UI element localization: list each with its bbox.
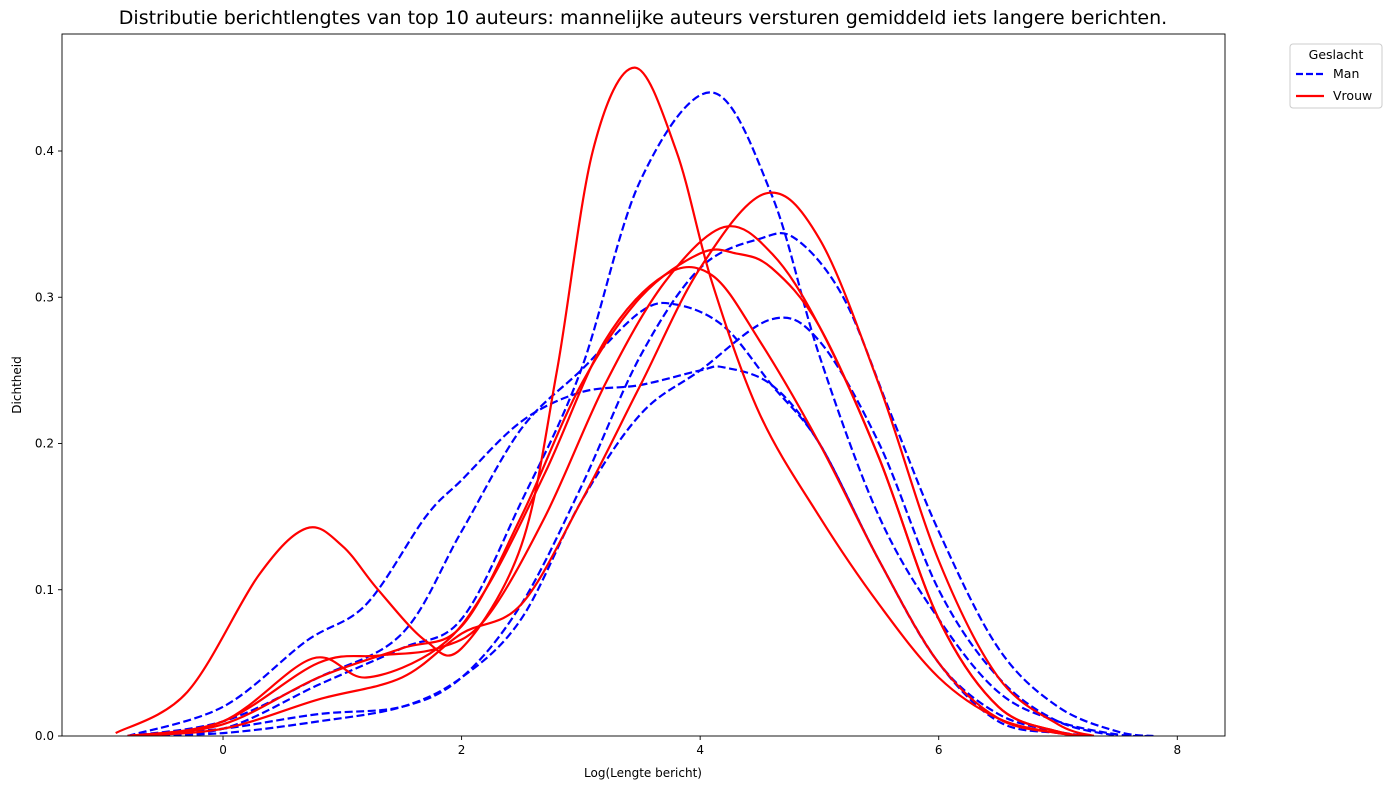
x-tick-label: 0 — [219, 743, 227, 757]
x-tick-label: 2 — [458, 743, 466, 757]
series-line-vrouw-6 — [115, 66, 1094, 736]
axes: 0 2 4 6 8 0.0 0.1 0.2 0.3 0.4 — [35, 33, 1226, 757]
y-tick-label: 0.4 — [35, 144, 54, 158]
chart-title: Distributie berichtlengtes van top 10 au… — [119, 7, 1167, 29]
y-tick-label: 0.3 — [35, 290, 54, 304]
legend-box — [1289, 43, 1383, 109]
series-line-vrouw-7 — [127, 248, 1094, 736]
legend-label-vrouw: Vrouw — [1333, 88, 1372, 103]
legend: Geslacht Man Vrouw — [1289, 43, 1383, 109]
x-tick-label: 6 — [935, 743, 943, 757]
y-tick-label: 0.2 — [35, 437, 54, 451]
y-axis-label: Dichtheid — [10, 356, 24, 413]
series-line-man-3 — [127, 316, 1118, 736]
plot-area — [115, 66, 1154, 736]
series-line-vrouw-10 — [127, 191, 1095, 736]
x-axis-label: Log(Lengte bericht) — [584, 766, 702, 780]
legend-label-man: Man — [1333, 66, 1359, 81]
y-tick-label: 0.0 — [35, 729, 54, 743]
legend-title: Geslacht — [1309, 47, 1364, 62]
axes-frame — [61, 33, 1226, 737]
series-line-man-1 — [127, 91, 1154, 736]
series-line-vrouw-8 — [127, 265, 1094, 736]
x-tick-label: 8 — [1173, 743, 1181, 757]
series-line-man-4 — [127, 301, 1094, 736]
series-line-vrouw-9 — [127, 225, 1094, 736]
y-tick-label: 0.1 — [35, 583, 54, 597]
x-tick-label: 4 — [696, 743, 704, 757]
